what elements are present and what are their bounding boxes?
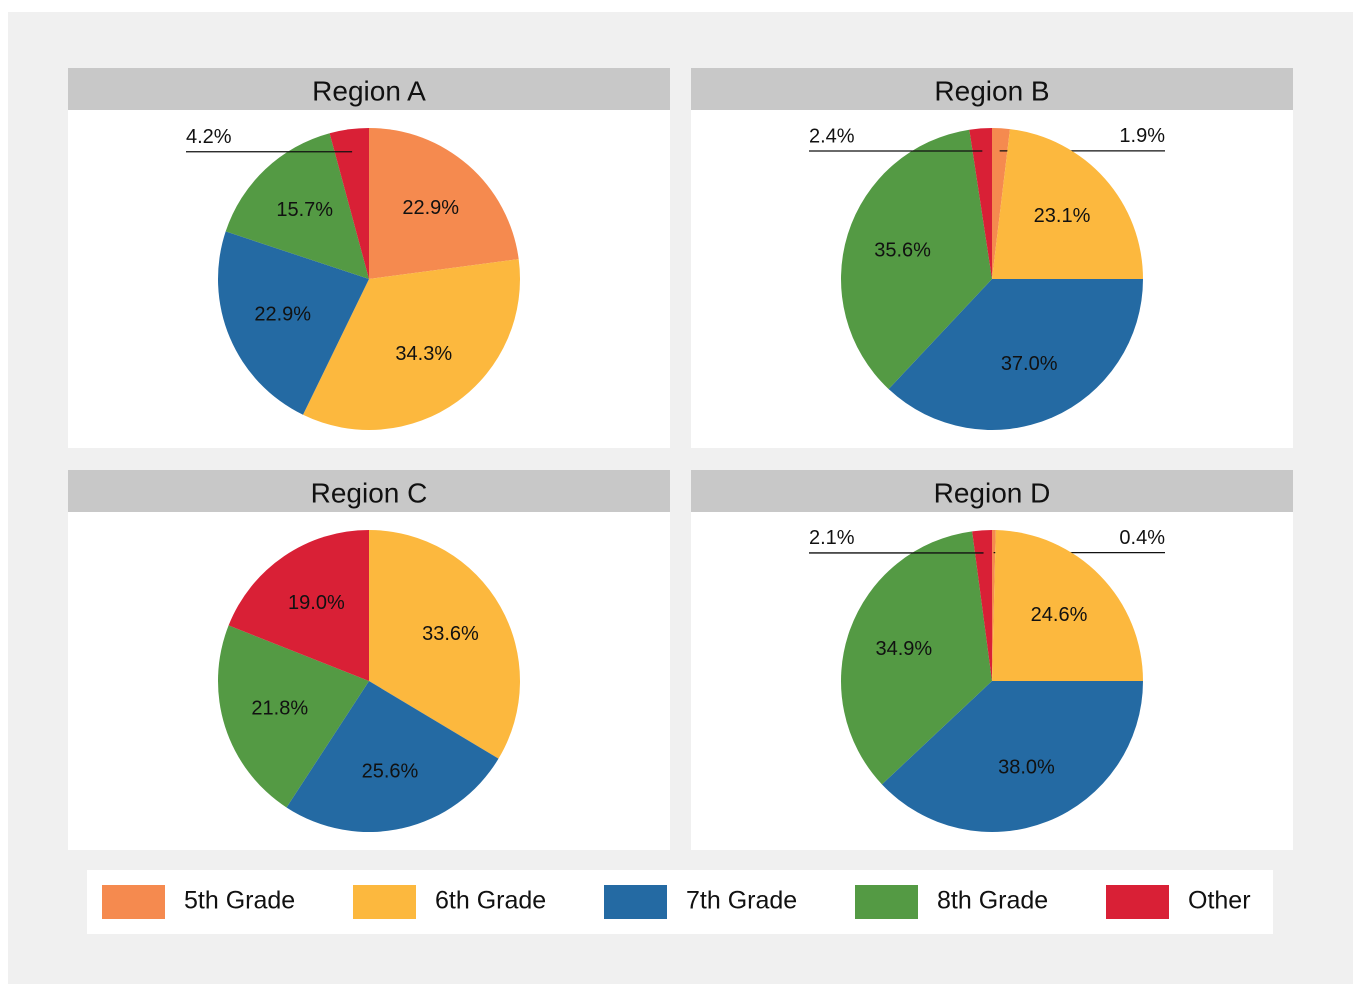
legend-swatch xyxy=(1106,885,1169,919)
panel-header xyxy=(68,68,670,110)
pie-slice xyxy=(888,279,1143,430)
slice-label: 33.6% xyxy=(422,623,479,645)
slice-label: 38.0% xyxy=(998,756,1055,778)
slice-label: 21.8% xyxy=(251,698,308,720)
legend-label: 6th Grade xyxy=(435,887,546,915)
panel-title: Region A xyxy=(312,75,426,106)
pie-slice xyxy=(992,129,1143,279)
pie-slice xyxy=(369,128,519,279)
slice-label: 19.0% xyxy=(288,592,345,614)
pie-slice xyxy=(286,681,499,832)
pie-slice xyxy=(841,129,992,390)
panel-header xyxy=(691,470,1293,512)
slice-label: 15.7% xyxy=(276,199,333,221)
slice-label: 2.4% xyxy=(809,125,855,147)
slice-label: 4.2% xyxy=(186,126,232,148)
legend-label: Other xyxy=(1188,887,1251,915)
pie-slice xyxy=(992,128,1010,279)
slice-label: 0.4% xyxy=(1119,527,1165,549)
legend-swatch xyxy=(353,885,416,919)
legend-box xyxy=(87,870,1273,934)
pie-slice xyxy=(881,681,1143,833)
slice-label: 22.9% xyxy=(254,304,311,326)
pie-slice xyxy=(218,625,369,808)
legend-swatch xyxy=(102,885,165,919)
pie-slice xyxy=(217,231,369,415)
legend-label: 5th Grade xyxy=(184,887,295,915)
legend-swatch xyxy=(855,885,918,919)
pie-slice xyxy=(228,530,369,681)
panel-title: Region D xyxy=(934,477,1051,508)
slice-label: 23.1% xyxy=(1034,205,1091,227)
panel-title: Region C xyxy=(311,477,428,508)
slice-label: 22.9% xyxy=(402,197,459,219)
panel-header xyxy=(691,68,1293,110)
slice-label: 34.9% xyxy=(875,638,932,660)
pie-slice xyxy=(369,530,520,759)
slice-label: 24.6% xyxy=(1031,604,1088,626)
legend-label: 8th Grade xyxy=(937,887,1048,915)
pie-slice xyxy=(840,531,992,785)
pie-slice xyxy=(972,530,992,681)
slice-label: 2.1% xyxy=(809,527,855,549)
slice-label: 34.3% xyxy=(395,343,452,365)
pie-slice xyxy=(992,530,1143,681)
pie-slice xyxy=(969,128,992,279)
slice-label: 1.9% xyxy=(1119,125,1165,147)
legend-swatch xyxy=(604,885,667,919)
slice-label: 37.0% xyxy=(1001,353,1058,375)
pie-slice xyxy=(329,128,369,279)
legend-label: 7th Grade xyxy=(686,887,797,915)
pie-slice xyxy=(992,530,996,681)
pie-slice xyxy=(302,259,520,430)
slice-label: 35.6% xyxy=(874,239,931,261)
panel-header xyxy=(68,470,670,512)
slice-label: 25.6% xyxy=(362,761,419,783)
pie-slice xyxy=(225,133,369,279)
panel-title: Region B xyxy=(934,75,1049,106)
